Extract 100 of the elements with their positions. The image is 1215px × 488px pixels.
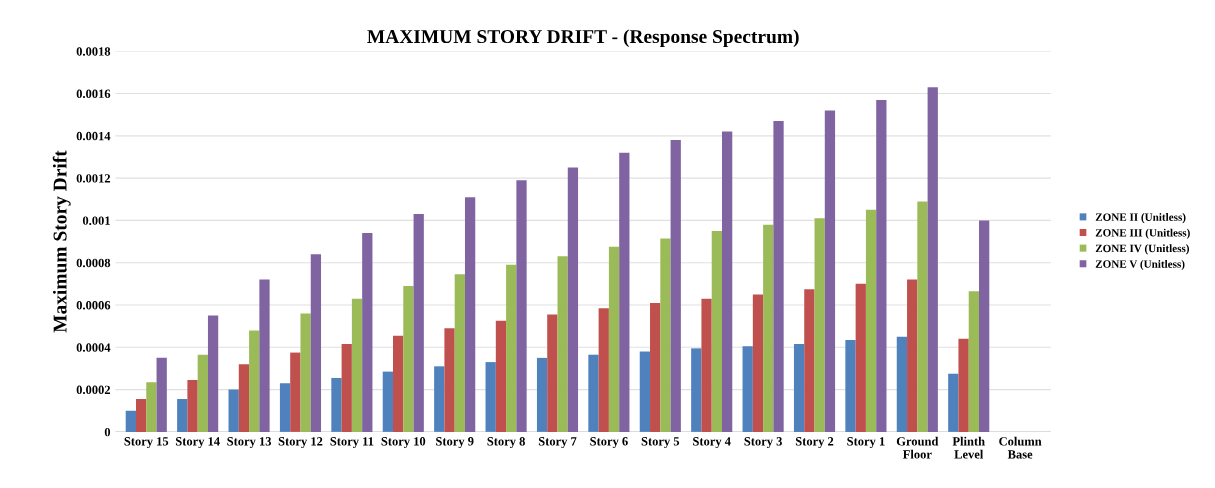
bar bbox=[331, 377, 342, 432]
bar bbox=[968, 291, 980, 432]
bar bbox=[670, 140, 681, 432]
bar bbox=[927, 87, 938, 432]
bar bbox=[948, 373, 959, 432]
bar bbox=[763, 224, 774, 432]
bar bbox=[506, 264, 517, 432]
bar bbox=[207, 315, 219, 432]
bar bbox=[444, 328, 455, 432]
bar bbox=[249, 330, 260, 432]
x-tick-label: Story 8 bbox=[487, 437, 525, 449]
bar bbox=[845, 339, 856, 432]
x-tick-label: Ground Floor bbox=[896, 436, 939, 459]
bar bbox=[907, 279, 918, 432]
bar bbox=[711, 230, 722, 432]
x-tick-label: Story 2 bbox=[795, 437, 834, 449]
bar bbox=[177, 399, 188, 432]
bar bbox=[536, 357, 548, 432]
bar bbox=[547, 314, 558, 432]
bar bbox=[382, 371, 394, 432]
bar bbox=[290, 352, 301, 432]
x-tick-label: Story 12 bbox=[278, 437, 323, 449]
bar bbox=[855, 283, 866, 432]
bar bbox=[351, 298, 363, 432]
bar bbox=[876, 99, 887, 432]
bar bbox=[896, 336, 908, 432]
bar bbox=[721, 131, 733, 432]
bar bbox=[865, 209, 877, 432]
bar bbox=[495, 320, 507, 432]
bar bbox=[660, 238, 671, 432]
bar bbox=[742, 346, 753, 432]
x-tick-label: Story 14 bbox=[175, 437, 220, 449]
chart-title: MAXIMUM STORY DRIFT - (Response Spectrum) bbox=[367, 29, 799, 48]
x-tick-label: Story 3 bbox=[744, 437, 782, 449]
x-tick-label: Story 9 bbox=[436, 437, 474, 449]
bar bbox=[516, 180, 527, 432]
bar bbox=[310, 254, 322, 432]
bar bbox=[958, 338, 969, 432]
bar bbox=[701, 298, 712, 432]
x-tick-label: Plinth Level bbox=[952, 436, 985, 459]
bar bbox=[485, 362, 496, 432]
y-tick-label: 0.0004 bbox=[76, 343, 111, 352]
bar bbox=[639, 351, 651, 432]
bar bbox=[341, 344, 352, 432]
legend-label: ZONE II (Unitless) bbox=[1095, 213, 1186, 224]
x-tick-label: Story 13 bbox=[227, 437, 272, 449]
bar bbox=[979, 220, 990, 432]
bar bbox=[588, 354, 599, 432]
bar bbox=[146, 382, 157, 432]
bar bbox=[567, 167, 579, 432]
y-tick-label: 0.0018 bbox=[76, 47, 111, 56]
x-tick-label: Story 15 bbox=[124, 437, 169, 449]
y-tick-label: 0 bbox=[104, 427, 111, 437]
x-tick-label: Story 10 bbox=[381, 437, 426, 449]
bar bbox=[598, 308, 609, 432]
bar bbox=[824, 110, 836, 432]
bar bbox=[804, 289, 815, 432]
bar bbox=[393, 335, 404, 432]
x-tick-label: Story 4 bbox=[693, 437, 731, 449]
bar bbox=[752, 294, 764, 432]
bar bbox=[464, 197, 476, 432]
bar bbox=[608, 246, 620, 432]
bar bbox=[300, 313, 311, 432]
bar bbox=[156, 357, 167, 432]
bar bbox=[228, 389, 239, 432]
y-axis-title: Maximum Story Drift bbox=[52, 150, 71, 333]
x-tick-label: Column Base bbox=[999, 436, 1042, 459]
y-tick-label: 0.0014 bbox=[76, 131, 111, 141]
y-tick-label: 0.0008 bbox=[76, 258, 111, 268]
bar bbox=[793, 344, 805, 432]
bar bbox=[125, 410, 136, 432]
x-tick-label: Story 5 bbox=[641, 437, 680, 449]
bar bbox=[279, 383, 291, 432]
bar bbox=[259, 279, 270, 432]
bar bbox=[362, 233, 373, 432]
bar bbox=[619, 152, 630, 432]
x-tick-label: Story 11 bbox=[330, 437, 374, 449]
bar bbox=[413, 214, 424, 432]
legend-label: ZONE V (Unitless) bbox=[1095, 259, 1185, 271]
bar bbox=[434, 366, 445, 432]
bar bbox=[917, 201, 928, 432]
bar bbox=[773, 121, 784, 432]
x-tick-label: Story 1 bbox=[847, 437, 885, 449]
x-tick-label: Story 7 bbox=[538, 437, 577, 449]
bar bbox=[814, 218, 825, 432]
bar bbox=[650, 302, 661, 432]
bar bbox=[197, 354, 208, 432]
y-tick-label: 0.0012 bbox=[76, 174, 111, 183]
bar bbox=[454, 274, 465, 432]
bar bbox=[403, 285, 414, 432]
y-tick-label: 0.0016 bbox=[76, 89, 111, 99]
legend-label: ZONE IV (Unitless) bbox=[1095, 244, 1190, 255]
y-tick-label: 0.001 bbox=[82, 216, 110, 225]
y-tick-label: 0.0002 bbox=[76, 385, 111, 395]
bar bbox=[187, 380, 198, 432]
bar bbox=[557, 256, 568, 432]
bar bbox=[135, 399, 147, 432]
legend-label: ZONE III (Unitless) bbox=[1095, 228, 1190, 239]
bar bbox=[691, 348, 702, 432]
bar bbox=[238, 364, 250, 432]
